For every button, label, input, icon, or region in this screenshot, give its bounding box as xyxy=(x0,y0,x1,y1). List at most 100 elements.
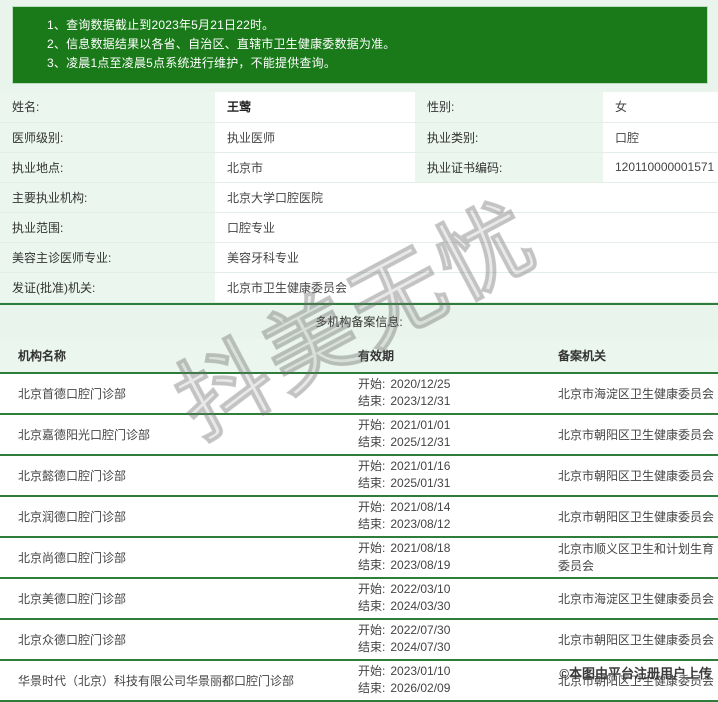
issuer-value: 北京市卫生健康委员会 xyxy=(215,272,718,303)
main-org-label: 主要执业机构: xyxy=(0,182,215,213)
validity-end-label: 结束: xyxy=(358,640,386,654)
validity-end-label: 结束: xyxy=(358,517,386,531)
cell-org-name: 北京众德口腔门诊部 xyxy=(0,618,340,661)
info-row-main-org: 主要执业机构: 北京大学口腔医院 xyxy=(0,182,718,213)
validity-end-line: 结束: 2026/02/09 xyxy=(358,680,540,697)
column-header-org-name: 机构名称 xyxy=(0,338,340,374)
notice-banner: 1、查询数据截止到2023年5月21日22时。 2、信息数据结果以各省、自治区、… xyxy=(12,6,708,84)
name-label: 姓名: xyxy=(0,92,215,123)
validity-end-label: 结束: xyxy=(358,476,386,490)
level-value: 执业医师 xyxy=(215,122,415,153)
validity-end-value: 2026/02/09 xyxy=(390,681,451,695)
validity-end-label: 结束: xyxy=(358,599,386,613)
validity-end-value: 2023/12/31 xyxy=(390,394,451,408)
validity-end-line: 结束: 2023/08/19 xyxy=(358,557,540,574)
scope-label: 执业范围: xyxy=(0,212,215,243)
cell-org-name: 华景时代（北京）科技有限公司华景丽都口腔门诊部 xyxy=(0,659,340,702)
cell-validity: 开始: 2022/03/10 结束: 2024/03/30 xyxy=(340,577,540,620)
category-value: 口腔 xyxy=(603,122,718,153)
validity-end-value: 2025/01/31 xyxy=(390,476,451,490)
table-row: 北京润德口腔门诊部 开始: 2021/08/14 结束: 2023/08/12 北京市朝阳… xyxy=(0,495,718,538)
validity-start-value: 2021/08/18 xyxy=(390,541,451,555)
cell-org-name: 北京首德口腔门诊部 xyxy=(0,372,340,415)
category-label: 执业类别: xyxy=(415,122,603,153)
gender-value: 女 xyxy=(603,92,718,123)
notice-line-3: 3、凌晨1点至凌晨5点系统进行维护，不能提供查询。 xyxy=(47,56,337,70)
validity-end-value: 2023/08/19 xyxy=(390,558,451,572)
cell-authority: 北京市朝阳区卫生健康委员会 xyxy=(540,454,718,497)
issuer-label: 发证(批准)机关: xyxy=(0,272,215,303)
name-value: 王莺 xyxy=(215,92,415,123)
column-header-authority: 备案机关 xyxy=(540,338,718,374)
info-row-beauty: 美容主诊医师专业: 美容牙科专业 xyxy=(0,242,718,273)
validity-start-label: 开始: xyxy=(358,418,386,432)
validity-start-value: 2022/07/30 xyxy=(390,623,451,637)
table-row: 北京众德口腔门诊部 开始: 2022/07/30 结束: 2024/07/30 北京市朝阳… xyxy=(0,618,718,661)
validity-start-line: 开始: 2021/08/14 xyxy=(358,499,540,516)
cell-authority: 北京市海淀区卫生健康委员会 xyxy=(540,577,718,620)
validity-end-line: 结束: 2024/03/30 xyxy=(358,598,540,615)
cell-validity: 开始: 2021/08/18 结束: 2023/08/19 xyxy=(340,536,540,579)
table-row: 北京美德口腔门诊部 开始: 2022/03/10 结束: 2024/03/30 北京市海淀… xyxy=(0,577,718,620)
validity-start-label: 开始: xyxy=(358,582,386,596)
table-row: 北京首德口腔门诊部 开始: 2020/12/25 结束: 2023/12/31 北京市海淀… xyxy=(0,372,718,415)
validity-start-line: 开始: 2021/01/01 xyxy=(358,417,540,434)
cert-number-label: 执业证书编码: xyxy=(415,152,603,183)
multi-org-section-title: 多机构备案信息: xyxy=(0,302,718,339)
gender-label: 性别: xyxy=(415,92,603,123)
validity-end-line: 结束: 2023/08/12 xyxy=(358,516,540,533)
validity-start-value: 2020/12/25 xyxy=(390,377,451,391)
place-value: 北京市 xyxy=(215,152,415,183)
validity-end-value: 2025/12/31 xyxy=(390,435,451,449)
validity-start-label: 开始: xyxy=(358,377,386,391)
validity-end-line: 结束: 2023/12/31 xyxy=(358,393,540,410)
main-org-value: 北京大学口腔医院 xyxy=(215,182,718,213)
cell-org-name: 北京嘉德阳光口腔门诊部 xyxy=(0,413,340,456)
cell-authority: 北京市顺义区卫生和计划生育委员会 xyxy=(540,536,718,579)
column-header-validity: 有效期 xyxy=(340,338,540,374)
scope-value: 口腔专业 xyxy=(215,212,718,243)
validity-end-value: 2024/03/30 xyxy=(390,599,451,613)
validity-start-line: 开始: 2023/01/10 xyxy=(358,663,540,680)
validity-start-line: 开始: 2022/03/10 xyxy=(358,581,540,598)
validity-start-label: 开始: xyxy=(358,664,386,678)
notice-line-1: 1、查询数据截止到2023年5月21日22时。 xyxy=(47,18,275,32)
cell-validity: 开始: 2022/07/30 结束: 2024/07/30 xyxy=(340,618,540,661)
info-row-place: 执业地点: 北京市 执业证书编码: 120110000001571 xyxy=(0,152,718,183)
table-row: 北京嘉德阳光口腔门诊部 开始: 2021/01/01 结束: 2025/12/31 北京市… xyxy=(0,413,718,456)
cell-authority: 北京市朝阳区卫生健康委员会 xyxy=(540,618,718,661)
info-row-issuer: 发证(批准)机关: 北京市卫生健康委员会 xyxy=(0,272,718,303)
validity-end-label: 结束: xyxy=(358,681,386,695)
cell-authority: 北京市海淀区卫生健康委员会 xyxy=(540,372,718,415)
validity-end-line: 结束: 2025/12/31 xyxy=(358,434,540,451)
cell-validity: 开始: 2021/01/16 结束: 2025/01/31 xyxy=(340,454,540,497)
validity-start-value: 2021/08/14 xyxy=(390,500,451,514)
info-row-name: 姓名: 王莺 性别: 女 xyxy=(0,92,718,123)
cell-org-name: 北京润德口腔门诊部 xyxy=(0,495,340,538)
validity-end-line: 结束: 2024/07/30 xyxy=(358,639,540,656)
cell-validity: 开始: 2020/12/25 结束: 2023/12/31 xyxy=(340,372,540,415)
validity-end-label: 结束: xyxy=(358,435,386,449)
cell-authority: 北京市朝阳区卫生健康委员会 xyxy=(540,413,718,456)
cell-validity: 开始: 2021/01/01 结束: 2025/12/31 xyxy=(340,413,540,456)
place-label: 执业地点: xyxy=(0,152,215,183)
validity-start-label: 开始: xyxy=(358,459,386,473)
validity-start-label: 开始: xyxy=(358,623,386,637)
info-row-scope: 执业范围: 口腔专业 xyxy=(0,212,718,243)
validity-start-line: 开始: 2021/01/16 xyxy=(358,458,540,475)
cert-number-value: 120110000001571 xyxy=(603,152,718,183)
validity-end-value: 2024/07/30 xyxy=(390,640,451,654)
bottom-watermark: ©本图由平台注册用户上传 xyxy=(559,666,712,681)
cell-validity: 开始: 2023/01/10 结束: 2026/02/09 xyxy=(340,659,540,702)
table-row: 北京尚德口腔门诊部 开始: 2021/08/18 结束: 2023/08/19 北京市顺义… xyxy=(0,536,718,579)
validity-end-line: 结束: 2025/01/31 xyxy=(358,475,540,492)
validity-start-value: 2022/03/10 xyxy=(390,582,451,596)
beauty-specialty-value: 美容牙科专业 xyxy=(215,242,718,273)
validity-end-label: 结束: xyxy=(358,558,386,572)
records-header-row: 机构名称 有效期 备案机关 xyxy=(0,338,718,374)
records-body: 北京首德口腔门诊部 开始: 2020/12/25 结束: 2023/12/31 北京市海淀… xyxy=(0,372,718,702)
level-label: 医师级别: xyxy=(0,122,215,153)
validity-start-line: 开始: 2021/08/18 xyxy=(358,540,540,557)
validity-end-value: 2023/08/12 xyxy=(390,517,451,531)
validity-start-value: 2021/01/01 xyxy=(390,418,451,432)
